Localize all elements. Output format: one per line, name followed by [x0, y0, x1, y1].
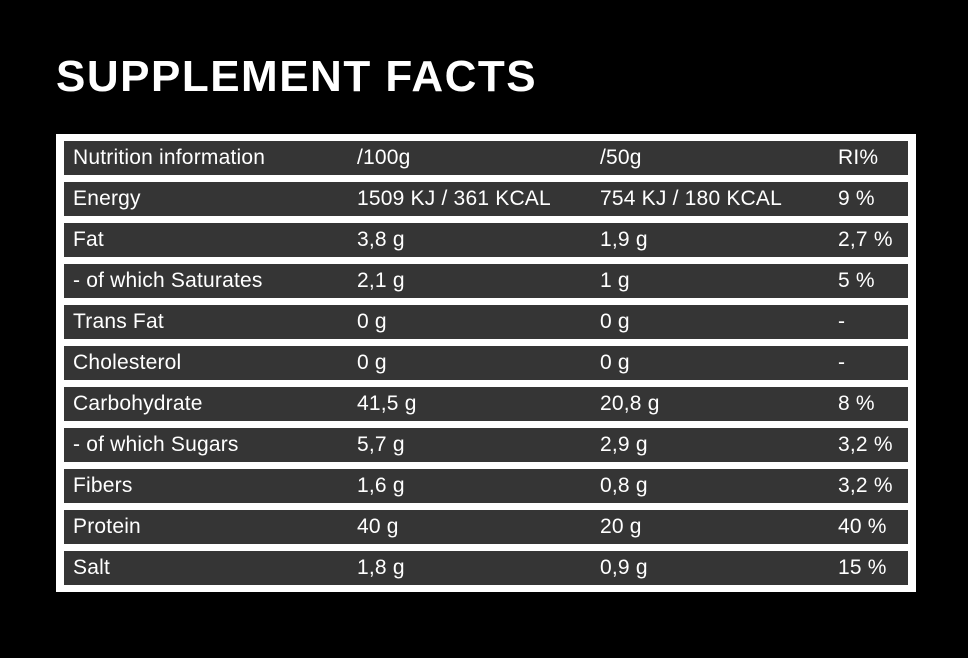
value-per-100g: 1,8 g — [357, 556, 405, 579]
value-per-50g: 0,8 g — [600, 474, 648, 497]
nutrient-name: Trans Fat — [73, 310, 164, 333]
table-row: Fibers 1,6 g 0,8 g 3,2 % — [64, 469, 908, 503]
nutrient-name: - of which Saturates — [73, 269, 263, 292]
ri-percent-value: 15 % — [838, 556, 887, 579]
ri-percent-value: 5 % — [838, 269, 875, 292]
nutrient-name: Carbohydrate — [73, 392, 203, 415]
value-per-50g: 20 g — [600, 515, 642, 538]
header-per-100g: /100g — [357, 146, 411, 169]
page-title: SUPPLEMENT FACTS — [56, 52, 538, 101]
ri-percent-value: 3,2 % — [838, 433, 893, 456]
value-per-100g: 3,8 g — [357, 228, 405, 251]
value-per-100g: 1509 KJ / 361 KCAL — [357, 187, 551, 210]
nutrient-name: Fat — [73, 228, 104, 251]
table-header-row: Nutrition information /100g /50g RI% — [64, 141, 908, 175]
ri-percent-value: 9 % — [838, 187, 875, 210]
ri-percent-value: - — [838, 310, 846, 333]
table-row: Protein 40 g 20 g 40 % — [64, 510, 908, 544]
header-ri-percent: RI% — [838, 146, 879, 169]
value-per-100g: 5,7 g — [357, 433, 405, 456]
value-per-50g: 0 g — [600, 310, 630, 333]
value-per-50g: 1 g — [600, 269, 630, 292]
value-per-50g: 754 KJ / 180 KCAL — [600, 187, 783, 210]
table-row: Trans Fat 0 g 0 g - — [64, 305, 908, 339]
value-per-100g: 0 g — [357, 351, 387, 374]
table-row: Carbohydrate 41,5 g 20,8 g 8 % — [64, 387, 908, 421]
table-row: Cholesterol 0 g 0 g - — [64, 346, 908, 380]
nutrient-name: Protein — [73, 515, 141, 538]
nutrient-name: Salt — [73, 556, 110, 579]
value-per-50g: 2,9 g — [600, 433, 648, 456]
supplement-facts-table: Nutrition information /100g /50g RI% Ene… — [56, 134, 916, 592]
value-per-100g: 2,1 g — [357, 269, 405, 292]
ri-percent-value: 40 % — [838, 515, 887, 538]
nutrient-name: Energy — [73, 187, 141, 210]
value-per-50g: 1,9 g — [600, 228, 648, 251]
ri-percent-value: - — [838, 351, 846, 374]
table-row: Energy 1509 KJ / 361 KCAL 754 KJ / 180 K… — [64, 182, 908, 216]
ri-percent-value: 8 % — [838, 392, 875, 415]
table-row: - of which Saturates 2,1 g 1 g 5 % — [64, 264, 908, 298]
ri-percent-value: 2,7 % — [838, 228, 893, 251]
nutrient-name: Cholesterol — [73, 351, 182, 374]
header-nutrition-information: Nutrition information — [73, 146, 266, 169]
value-per-100g: 40 g — [357, 515, 399, 538]
table-row: Fat 3,8 g 1,9 g 2,7 % — [64, 223, 908, 257]
nutrient-name: - of which Sugars — [73, 433, 239, 456]
value-per-100g: 1,6 g — [357, 474, 405, 497]
value-per-50g: 20,8 g — [600, 392, 660, 415]
table-row: Salt 1,8 g 0,9 g 15 % — [64, 551, 908, 585]
table-row: - of which Sugars 5,7 g 2,9 g 3,2 % — [64, 428, 908, 462]
value-per-50g: 0 g — [600, 351, 630, 374]
nutrient-name: Fibers — [73, 474, 133, 497]
header-per-50g: /50g — [600, 146, 642, 169]
ri-percent-value: 3,2 % — [838, 474, 893, 497]
value-per-100g: 0 g — [357, 310, 387, 333]
value-per-100g: 41,5 g — [357, 392, 417, 415]
value-per-50g: 0,9 g — [600, 556, 648, 579]
